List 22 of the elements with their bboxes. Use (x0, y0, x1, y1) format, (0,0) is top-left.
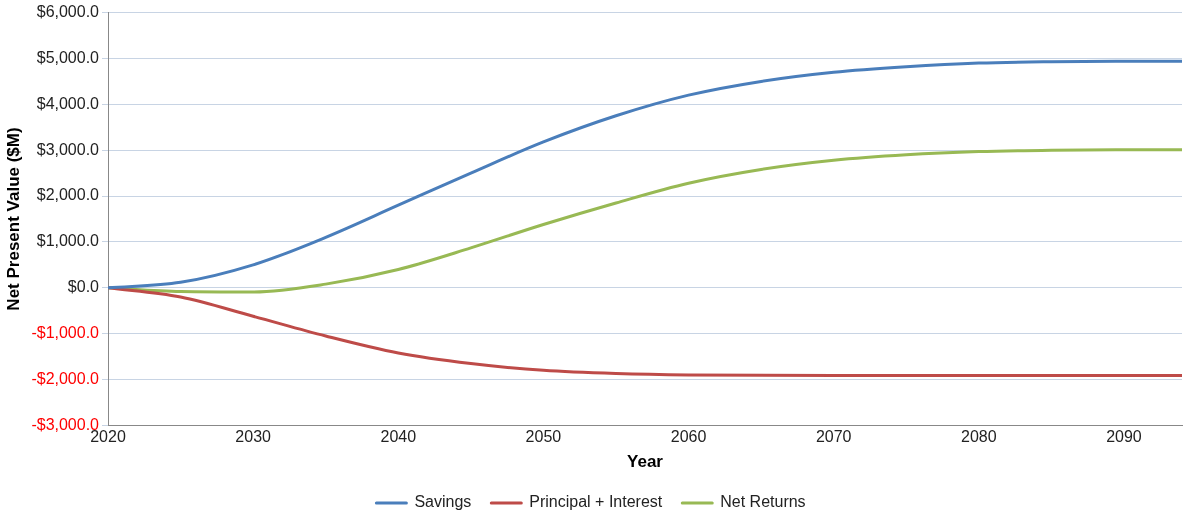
y-tick-label: -$3,000.0 (31, 415, 100, 433)
y-tick-label: $4,000.0 (36, 94, 100, 112)
y-tick-label: $2,000.0 (36, 186, 100, 204)
y-tick-label: $6,000.0 (36, 3, 100, 21)
x-tick-label: 2070 (815, 428, 852, 446)
x-axis-title: Year (627, 452, 664, 472)
y-tick-label: -$2,000.0 (31, 369, 100, 387)
y-tick-label: $3,000.0 (36, 140, 100, 158)
x-tick-label: 2050 (525, 428, 562, 446)
legend-label: Principal + Interest (529, 493, 663, 511)
x-tick-label: 2030 (235, 428, 272, 446)
y-tick-label: $1,000.0 (36, 232, 100, 250)
x-tick-label: 2090 (1106, 428, 1142, 446)
x-tick-label: 2080 (961, 428, 997, 446)
y-tick-label: -$1,000.0 (31, 324, 100, 342)
y-tick-label: $0.0 (67, 278, 100, 296)
y-axis-title: Net Present Value ($M) (3, 127, 23, 311)
y-tick-label: $5,000.0 (36, 48, 100, 66)
x-tick-label: 2060 (670, 428, 707, 446)
legend-label: Savings (414, 493, 472, 511)
x-tick-label: 2040 (380, 428, 417, 446)
legend-label: Net Returns (720, 493, 806, 511)
